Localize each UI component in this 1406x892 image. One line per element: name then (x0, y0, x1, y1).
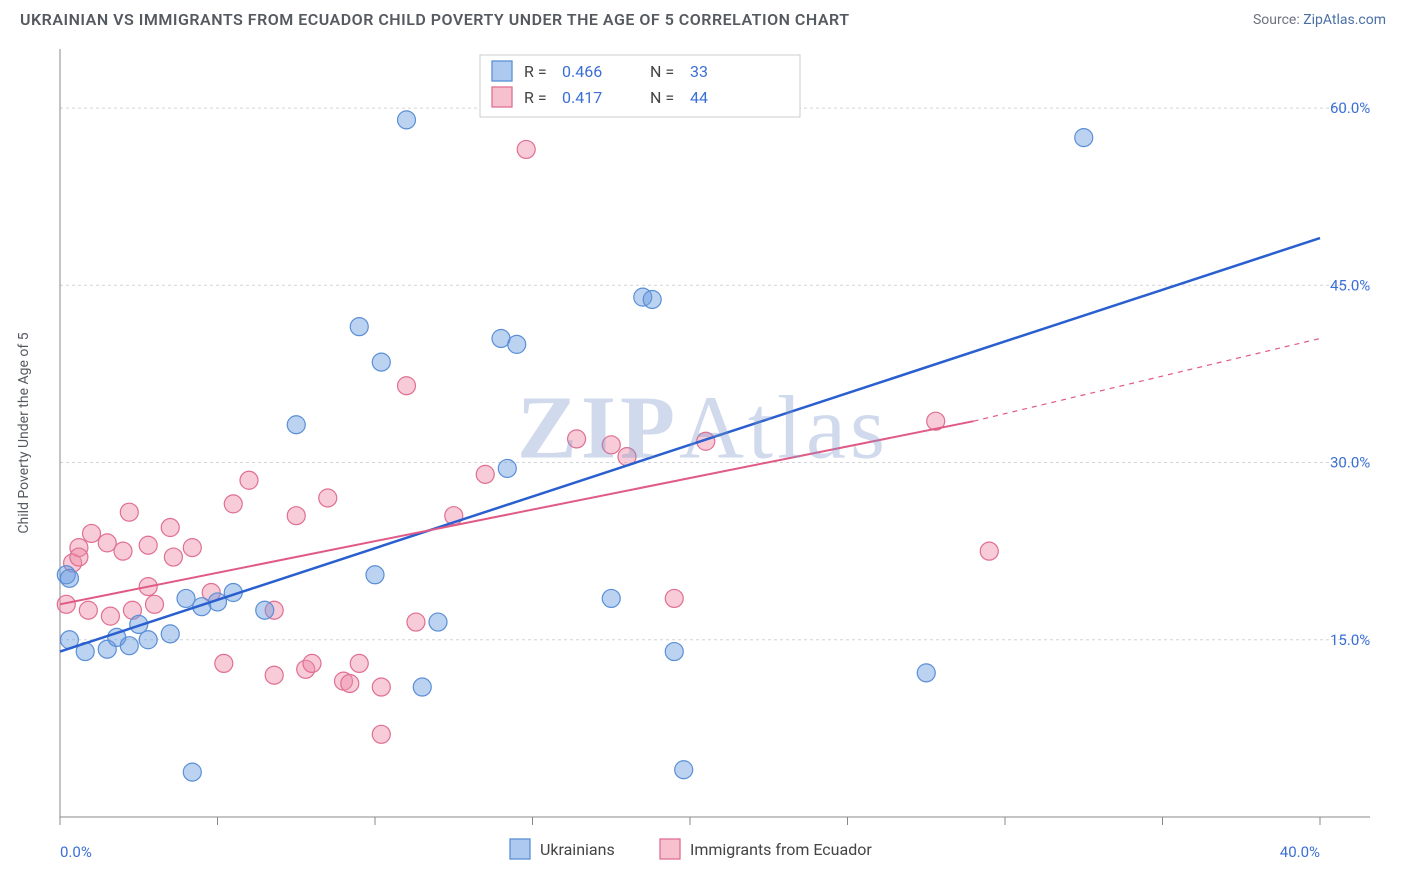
source-credit: Source: ZipAtlas.com (1253, 12, 1386, 28)
data-point (372, 353, 390, 371)
legend-n-value: 33 (690, 62, 708, 81)
data-point (366, 566, 384, 584)
legend-n-label: N = (650, 62, 674, 81)
y-tick-label: 60.0% (1330, 99, 1370, 117)
data-point (177, 589, 195, 607)
data-point (643, 290, 661, 308)
data-point (568, 430, 586, 448)
data-point (372, 678, 390, 696)
legend-n-value: 44 (690, 88, 708, 107)
data-point (183, 539, 201, 557)
trend-line-ext (974, 338, 1321, 421)
data-point (70, 548, 88, 566)
data-point (120, 503, 138, 521)
data-point (476, 465, 494, 483)
legend-swatch (492, 61, 512, 81)
y-tick-label: 15.0% (1330, 631, 1370, 649)
bottom-legend-swatch (510, 839, 530, 859)
data-point (341, 674, 359, 692)
data-point (215, 654, 233, 672)
legend-swatch (492, 87, 512, 107)
legend-n-label: N = (650, 88, 674, 107)
data-point (665, 643, 683, 661)
data-point (224, 495, 242, 513)
bottom-legend-label: Ukrainians (540, 840, 615, 859)
data-point (256, 601, 274, 619)
data-point (675, 761, 693, 779)
data-point (120, 637, 138, 655)
x-tick-label: 40.0% (1280, 843, 1320, 861)
data-point (83, 524, 101, 542)
trend-line (60, 238, 1320, 652)
data-point (398, 111, 416, 129)
data-point (139, 536, 157, 554)
data-point (498, 459, 516, 477)
data-point (60, 569, 78, 587)
x-tick-label: 0.0% (60, 843, 92, 861)
data-point (602, 436, 620, 454)
data-point (350, 654, 368, 672)
data-point (917, 664, 935, 682)
y-tick-label: 45.0% (1330, 276, 1370, 294)
data-point (407, 613, 425, 631)
data-point (146, 595, 164, 613)
y-axis-label: Child Poverty Under the Age of 5 (16, 332, 32, 533)
data-point (240, 471, 258, 489)
data-point (161, 625, 179, 643)
data-point (980, 542, 998, 560)
legend-r-value: 0.466 (562, 62, 602, 81)
data-point (508, 335, 526, 353)
data-point (665, 589, 683, 607)
data-point (602, 589, 620, 607)
data-point (114, 542, 132, 560)
data-point (161, 519, 179, 537)
legend-r-value: 0.417 (562, 88, 602, 107)
data-point (303, 654, 321, 672)
data-point (398, 377, 416, 395)
data-point (265, 666, 283, 684)
data-point (164, 548, 182, 566)
data-point (429, 613, 447, 631)
y-tick-label: 30.0% (1330, 454, 1370, 472)
data-point (79, 601, 97, 619)
trend-line (60, 421, 974, 604)
bottom-legend-swatch (660, 839, 680, 859)
legend-r-label: R = (524, 62, 547, 81)
data-point (372, 725, 390, 743)
source-prefix: Source: (1253, 12, 1303, 28)
correlation-chart: 0.0% 40.0% 15.0% 30.0% 45.0% 60.0% Child Pover… (0, 37, 1406, 887)
data-point (139, 631, 157, 649)
data-point (98, 534, 116, 552)
data-point (413, 678, 431, 696)
chart-title: UKRAINIAN VS IMMIGRANTS FROM ECUADOR CHI… (20, 10, 850, 29)
data-point (517, 140, 535, 158)
bottom-legend-label: Immigrants from Ecuador (690, 840, 872, 859)
data-point (287, 507, 305, 525)
data-point (287, 416, 305, 434)
data-point (101, 607, 119, 625)
data-point (319, 489, 337, 507)
source-link[interactable]: ZipAtlas.com (1303, 12, 1386, 28)
legend-r-label: R = (524, 88, 547, 107)
data-point (183, 763, 201, 781)
chart-container: ZIPAtlas 0.0%40.0%15.0%30.0%45.0%60.0%Ch… (0, 37, 1406, 887)
data-point (1075, 129, 1093, 147)
data-point (350, 318, 368, 336)
